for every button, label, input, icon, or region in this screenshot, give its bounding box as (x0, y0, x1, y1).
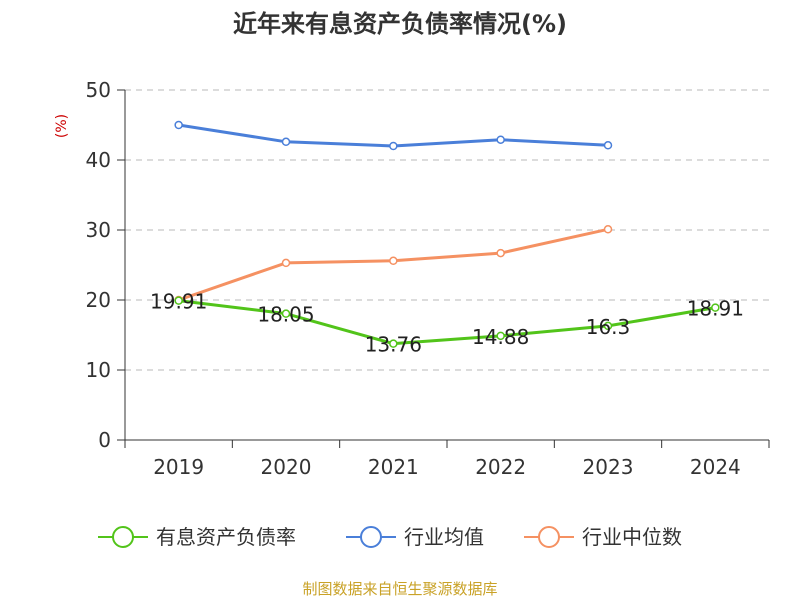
legend-marker-2 (538, 526, 560, 548)
x-tick-label-2024: 2024 (690, 455, 741, 479)
data-label-2019: 19.91 (150, 290, 207, 314)
legend-marker-0 (112, 526, 134, 548)
legend-label-1: 行业均值 (404, 525, 484, 549)
data-point-s2-2020 (281, 258, 291, 268)
x-tick-label-2021: 2021 (368, 455, 419, 479)
data-label-2020: 18.05 (257, 303, 314, 327)
data-point-s1-2019 (174, 120, 183, 130)
data-label-2021: 13.76 (365, 333, 422, 357)
data-point-s2-2021 (389, 256, 398, 266)
y-tick-label-30: 30 (86, 218, 111, 242)
data-labels: 19.91 18.05 13.76 14.88 16.3 18.91 (150, 290, 744, 357)
legend-item-2: 行业中位数 (524, 525, 682, 549)
data-point-s0-2019 (174, 296, 183, 305)
y-axis-unit-label: (%) (54, 114, 70, 138)
x-tick-label-2022: 2022 (475, 455, 526, 479)
legend: 有息资产负债率 行业均值 行业中位数 (98, 525, 682, 549)
y-tick-label-40: 40 (86, 148, 111, 172)
x-tick-label-2020: 2020 (261, 455, 312, 479)
data-point-s1-2022 (496, 135, 505, 144)
series-line-0 (178, 299, 716, 346)
legend-item-1: 行业均值 (346, 525, 484, 549)
data-point-s2-2023 (603, 225, 613, 234)
data-point-s0-2020 (281, 309, 291, 318)
y-tick-label-10: 10 (86, 358, 111, 382)
data-label-2022: 14.88 (472, 325, 529, 349)
data-point-s0-2021 (389, 339, 398, 348)
axes: 0 10 20 30 40 50 2019 2020 2021 2022 2023 2024 (86, 78, 770, 479)
y-tick-label-50: 50 (86, 78, 111, 102)
x-tick-label-2019: 2019 (153, 455, 204, 479)
series-lines (174, 120, 720, 348)
grid-lines (125, 89, 769, 371)
data-label-2023: 16.3 (586, 315, 631, 339)
legend-label-0: 有息资产负债率 (156, 525, 296, 549)
legend-label-2: 行业中位数 (582, 525, 682, 549)
data-point-s0-2022 (496, 331, 505, 341)
source-note: 制图数据来自恒生聚源数据库 (302, 580, 497, 598)
y-tick-label-20: 20 (86, 288, 111, 312)
data-point-s1-2020 (281, 137, 291, 147)
legend-item-0: 有息资产负债率 (98, 525, 296, 549)
data-point-s1-2023 (603, 141, 613, 150)
data-label-2024: 18.91 (687, 297, 744, 321)
y-tick-label-0: 0 (98, 428, 111, 452)
legend-marker-1 (360, 526, 382, 548)
data-point-s0-2023 (603, 321, 613, 331)
x-tick-label-2023: 2023 (583, 455, 634, 479)
data-point-s0-2024 (711, 303, 720, 312)
data-point-s1-2021 (389, 141, 398, 151)
data-point-s2-2022 (496, 248, 505, 258)
chart-title: 近年来有息资产负债率情况(%) (233, 10, 567, 38)
